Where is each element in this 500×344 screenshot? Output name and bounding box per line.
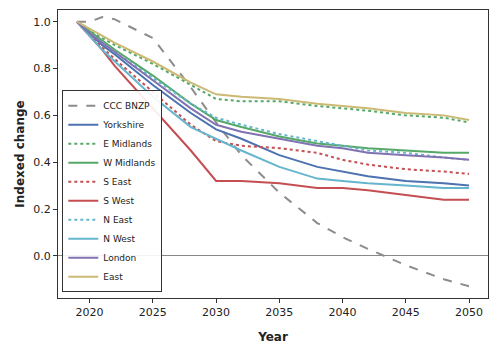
svg-text:2035: 2035	[265, 306, 293, 319]
svg-text:2030: 2030	[202, 306, 230, 319]
svg-text:N West: N West	[103, 234, 135, 244]
svg-text:0.6: 0.6	[33, 109, 51, 122]
svg-text:East: East	[103, 272, 123, 282]
svg-text:S East: S East	[103, 177, 131, 187]
svg-text:E Midlands: E Midlands	[103, 139, 152, 149]
svg-text:Year: Year	[257, 330, 288, 344]
svg-text:N East: N East	[103, 215, 132, 225]
svg-text:0.2: 0.2	[33, 203, 51, 216]
svg-text:2045: 2045	[392, 306, 420, 319]
svg-text:1.0: 1.0	[33, 16, 51, 29]
svg-text:CCC BNZP: CCC BNZP	[103, 101, 150, 111]
svg-text:2050: 2050	[455, 306, 483, 319]
svg-text:W Midlands: W Midlands	[103, 158, 155, 168]
svg-text:2040: 2040	[329, 306, 357, 319]
svg-text:2025: 2025	[139, 306, 167, 319]
svg-text:London: London	[103, 253, 136, 263]
svg-text:2020: 2020	[76, 306, 104, 319]
svg-text:S West: S West	[103, 196, 134, 206]
svg-text:Indexed change: Indexed change	[13, 100, 27, 207]
svg-text:0.8: 0.8	[33, 62, 51, 75]
svg-text:Yorkshire: Yorkshire	[102, 120, 144, 130]
svg-text:0.4: 0.4	[33, 156, 51, 169]
svg-text:0.0: 0.0	[33, 250, 51, 263]
